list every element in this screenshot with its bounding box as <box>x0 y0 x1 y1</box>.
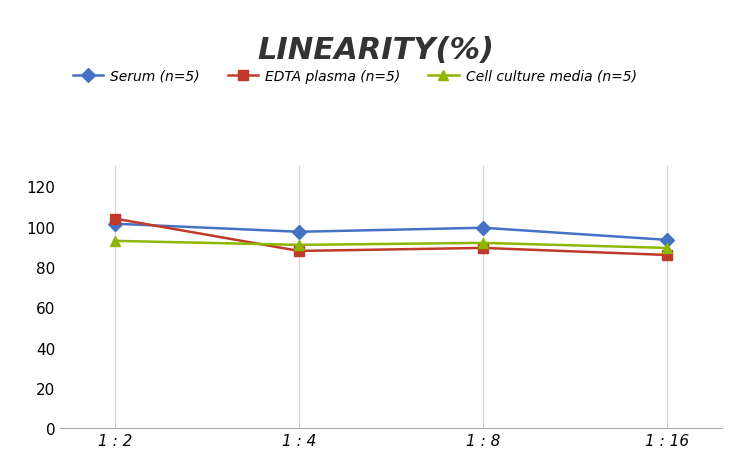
Cell culture media (n=5) <box>663 246 672 251</box>
EDTA plasma (n=5) <box>663 253 672 258</box>
EDTA plasma (n=5) <box>295 249 304 254</box>
Line: Serum (n=5): Serum (n=5) <box>111 219 672 245</box>
Line: EDTA plasma (n=5): EDTA plasma (n=5) <box>111 214 672 260</box>
Serum (n=5) <box>295 230 304 235</box>
Text: LINEARITY(%): LINEARITY(%) <box>257 36 495 65</box>
Serum (n=5) <box>663 238 672 243</box>
Serum (n=5) <box>478 226 487 231</box>
Line: Cell culture media (n=5): Cell culture media (n=5) <box>111 236 672 253</box>
Legend: Serum (n=5), EDTA plasma (n=5), Cell culture media (n=5): Serum (n=5), EDTA plasma (n=5), Cell cul… <box>67 64 642 89</box>
Cell culture media (n=5) <box>478 241 487 246</box>
Serum (n=5) <box>111 221 120 227</box>
EDTA plasma (n=5) <box>478 246 487 251</box>
EDTA plasma (n=5) <box>111 216 120 222</box>
Cell culture media (n=5) <box>295 243 304 248</box>
Cell culture media (n=5) <box>111 239 120 244</box>
